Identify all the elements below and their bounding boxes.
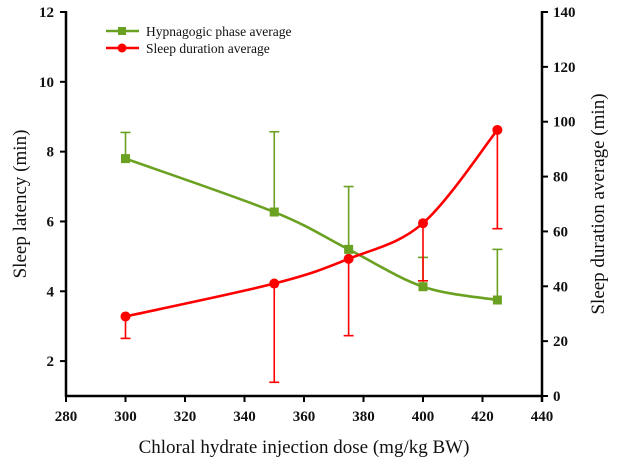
y-tick-label: 2 [47, 354, 55, 370]
data-point-circle [269, 278, 280, 289]
legend-item-hypnagogic: Hypnagogic phase average [106, 24, 291, 39]
tick-labels: 280 300 320 340 360 380 400 420 4402468101202040… [39, 5, 576, 425]
series-sleep-duration [120, 124, 503, 384]
x-tick-label: 400 [412, 409, 435, 425]
y2-tick-label: 80 [553, 170, 568, 186]
data-point-square [269, 207, 279, 217]
series-line [125, 129, 499, 318]
data-point-circle [492, 124, 503, 135]
y-tick-label: 8 [47, 145, 55, 161]
data-point-square [121, 154, 130, 164]
data-point-square [344, 244, 354, 254]
legend-square-marker-icon [118, 27, 126, 35]
y-tick-label: 4 [47, 284, 55, 300]
series-hypnagogic [120, 130, 503, 305]
data-point-square [492, 295, 502, 305]
x-axis-label: Chloral hydrate injection dose (mg/kg BW… [139, 437, 470, 458]
data-point-circle [343, 253, 354, 264]
legend-label-sleep-duration: Sleep duration average [146, 41, 270, 56]
y-tick-label: 12 [39, 5, 54, 21]
x-tick-label: 280 [55, 409, 78, 425]
y-tick-label: 6 [47, 214, 55, 230]
y-axis-label: Sleep latency (min) [10, 130, 31, 279]
y2-tick-label: 120 [553, 60, 576, 76]
y2-tick-label: 20 [553, 334, 568, 350]
data-point-circle [120, 311, 131, 322]
legend-item-sleep-duration: Sleep duration average [106, 41, 270, 56]
x-tick-label: 320 [174, 409, 197, 425]
x-tick-label: 440 [531, 409, 554, 425]
series-line [125, 157, 498, 302]
series-layer [120, 124, 503, 384]
y2-tick-label: 0 [553, 389, 561, 405]
x-tick-label: 420 [471, 409, 494, 425]
x-tick-label: 360 [293, 409, 316, 425]
y2-tick-label: 40 [553, 279, 568, 295]
y2-tick-label: 140 [553, 5, 576, 21]
x-tick-label: 300 [114, 409, 137, 425]
legend-label-hypnagogic: Hypnagogic phase average [146, 24, 291, 39]
legend: Hypnagogic phase average Sleep duration … [106, 24, 291, 56]
legend-circle-marker-icon [117, 43, 127, 53]
y2-tick-label: 60 [553, 224, 568, 240]
axes [60, 11, 548, 402]
y2-axis-label: Sleep duration average (min) [588, 93, 609, 314]
y-tick-label: 10 [39, 75, 54, 91]
x-tick-label: 380 [352, 409, 375, 425]
x-tick-label: 340 [233, 409, 256, 425]
y2-tick-label: 100 [553, 115, 576, 131]
data-point-circle [418, 218, 428, 229]
data-point-square [418, 282, 428, 292]
